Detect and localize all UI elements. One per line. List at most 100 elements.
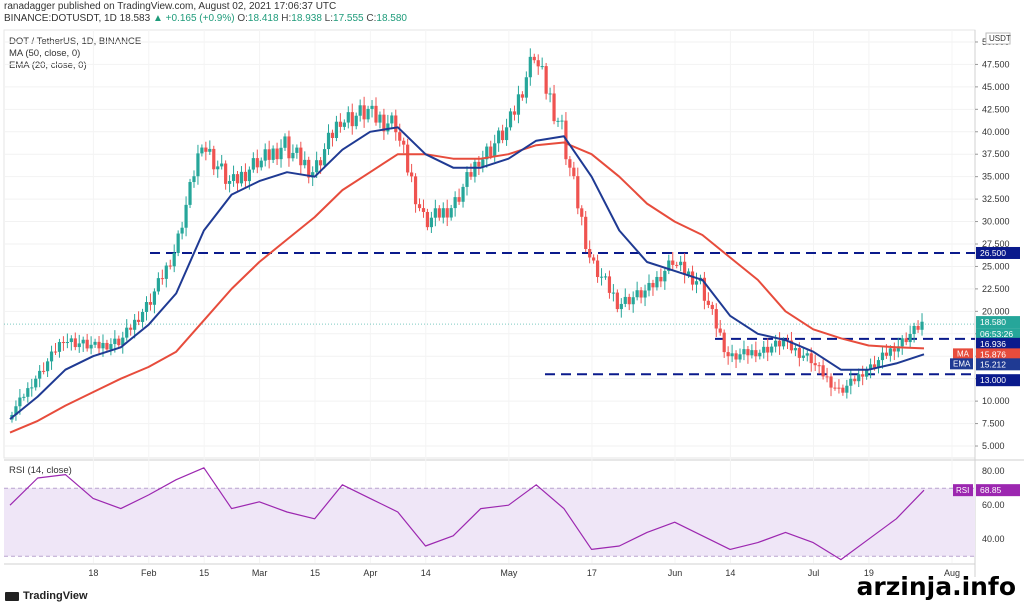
- tradingview-logo[interactable]: TradingView: [5, 590, 88, 602]
- time-tick-label: Jun: [668, 568, 683, 578]
- price-tick-label: 45.000: [982, 82, 1010, 92]
- ma-value-tag: 15.876: [980, 349, 1006, 359]
- rsi-tag-label: RSI: [956, 486, 969, 495]
- candle-body: [485, 146, 489, 160]
- rsi-tick-label: 80.00: [982, 466, 1005, 476]
- candle-body: [362, 105, 366, 120]
- candle-body: [532, 56, 536, 61]
- candle-body: [833, 387, 837, 389]
- candle-body: [611, 292, 615, 294]
- candle-body: [192, 176, 196, 183]
- watermark: arzinja.info: [856, 572, 1016, 601]
- candle-body: [623, 296, 627, 304]
- price-tick-label: 47.500: [982, 59, 1010, 69]
- candle-body: [370, 105, 374, 109]
- candle-body: [172, 252, 176, 267]
- price-tick-label: 32.500: [982, 194, 1010, 204]
- candle-body: [113, 338, 117, 345]
- candle-body: [556, 120, 560, 122]
- candle-body: [900, 338, 904, 347]
- candle-body: [402, 140, 406, 145]
- candle-body: [322, 149, 327, 166]
- time-tick-label: Jul: [808, 568, 820, 578]
- candle-body: [857, 374, 861, 382]
- candle-body: [299, 147, 303, 166]
- candle-body: [346, 112, 350, 123]
- ema-value-tag: 15.212: [980, 359, 1006, 369]
- close-value: 18.580: [376, 13, 407, 24]
- candle-body: [144, 302, 149, 312]
- candle-body: [908, 334, 912, 343]
- candle-body: [57, 342, 62, 352]
- time-tick-label: 14: [725, 568, 735, 578]
- candle-body: [762, 346, 766, 353]
- candle-body: [730, 353, 734, 357]
- ma-value-tag-bg: [976, 348, 1020, 361]
- candle-body: [580, 208, 584, 217]
- candle-body: [607, 276, 612, 293]
- candle-body: [73, 338, 77, 348]
- close-label: C:: [366, 13, 377, 24]
- candle-body: [117, 338, 121, 346]
- candle-body: [524, 77, 528, 98]
- candle-body: [394, 115, 398, 133]
- candle-body: [508, 111, 513, 128]
- candle-body: [212, 148, 216, 170]
- candle-body: [417, 204, 422, 209]
- candle-body: [338, 121, 342, 127]
- level-low-tag-bg: [976, 374, 1020, 387]
- candle-body: [121, 337, 125, 346]
- candle-body: [247, 169, 251, 182]
- candle-body: [315, 160, 319, 173]
- rsi-tag-bg: [953, 484, 973, 497]
- candle-body: [920, 321, 924, 330]
- candle-body: [89, 344, 93, 349]
- candle-body: [469, 172, 473, 177]
- legend-rsi: RSI (14, close): [9, 465, 72, 476]
- candle-body: [224, 163, 228, 184]
- countdown-tag-bg: [976, 328, 1020, 341]
- candle-body: [770, 346, 774, 353]
- candle-body: [489, 146, 493, 157]
- legend-ema: EMA (20, close, 0): [9, 60, 87, 71]
- candle-body: [865, 369, 869, 377]
- candle-body: [235, 174, 240, 184]
- candle-body: [81, 339, 85, 344]
- candle-body: [101, 342, 105, 349]
- candle-body: [61, 342, 66, 344]
- candle-body: [714, 309, 718, 329]
- candle-body: [734, 353, 738, 360]
- candle-body: [291, 152, 295, 159]
- candle-body: [904, 338, 908, 343]
- candle-body: [45, 361, 50, 372]
- candle-body: [876, 360, 881, 368]
- candle-body: [354, 115, 358, 127]
- time-tick-label: 19: [864, 568, 874, 578]
- candle-body: [358, 105, 362, 116]
- candle-body: [326, 132, 331, 150]
- candle-body: [196, 153, 200, 177]
- candle-body: [572, 167, 576, 177]
- candle-body: [283, 136, 287, 148]
- candle-body: [766, 346, 770, 353]
- candle-body: [216, 166, 220, 170]
- candle-body: [845, 385, 849, 393]
- candle-body: [647, 282, 651, 291]
- candle-body: [374, 105, 378, 123]
- candle-body: [481, 159, 485, 167]
- candle-body: [65, 342, 69, 344]
- candle-body: [140, 311, 145, 322]
- candle-body: [671, 260, 675, 265]
- candle-body: [30, 387, 34, 389]
- candle-body: [746, 349, 750, 356]
- candle-body: [148, 302, 153, 305]
- candle-body: [599, 276, 604, 278]
- candle-body: [350, 112, 354, 127]
- candle-body: [758, 352, 762, 357]
- candle-body: [603, 276, 608, 278]
- candle-body: [805, 353, 809, 356]
- candle-body: [643, 290, 647, 298]
- price-tick-label: 30.000: [982, 217, 1010, 227]
- candle-body: [109, 344, 113, 350]
